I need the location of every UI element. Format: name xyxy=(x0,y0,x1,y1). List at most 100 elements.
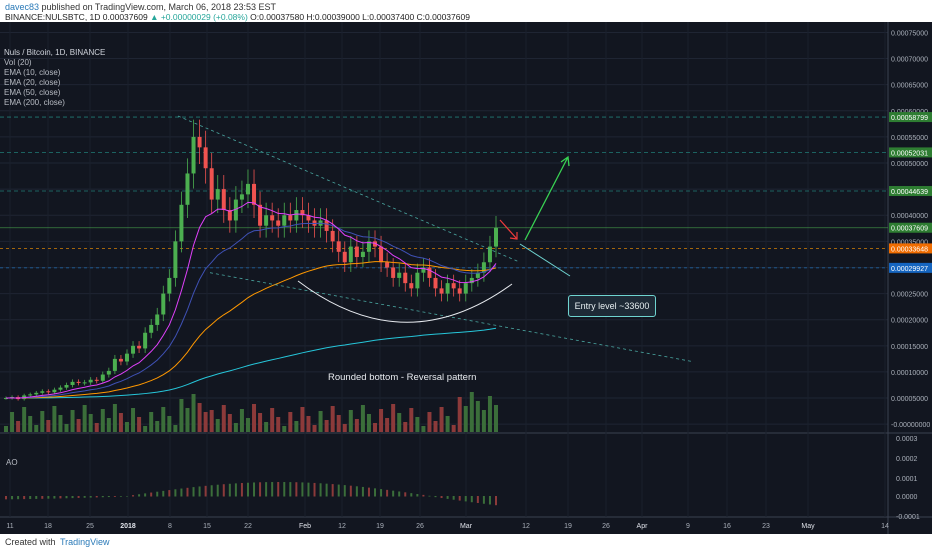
candle-body xyxy=(391,267,396,278)
ao-bar xyxy=(446,496,449,499)
candle-body xyxy=(397,272,402,278)
candle-body xyxy=(354,246,359,258)
legend-ema200[interactable]: EMA (200, close) xyxy=(4,98,65,107)
ao-bar xyxy=(228,483,231,497)
legend-ema10[interactable]: EMA (10, close) xyxy=(4,68,61,77)
legend-title: Nuls / Bitcoin, 1D, BINANCE xyxy=(4,48,106,57)
ao-bar xyxy=(29,496,32,500)
candle-body xyxy=(161,293,166,315)
candle-body xyxy=(137,345,142,349)
volume-bar xyxy=(137,417,142,432)
created-with: Created with xyxy=(5,537,56,547)
candle-body xyxy=(469,277,474,284)
ao-bar xyxy=(355,486,358,497)
tradingview-logo[interactable]: TradingView xyxy=(60,537,110,547)
ao-bar xyxy=(337,484,340,497)
ao-bar xyxy=(301,482,304,497)
volume-bar xyxy=(215,419,220,432)
volume-bar xyxy=(233,423,238,432)
candle-body xyxy=(487,246,492,263)
candle-body xyxy=(288,215,293,221)
ao-bar xyxy=(488,496,491,505)
price-axis-label: 0.00025000 xyxy=(891,292,928,299)
candle-body xyxy=(494,227,498,247)
ao-bar xyxy=(192,487,195,497)
ao-bar xyxy=(95,496,98,498)
author-link[interactable]: davec83 xyxy=(5,2,40,12)
legend-ema50[interactable]: EMA (50, close) xyxy=(4,88,61,97)
volume-bar xyxy=(427,412,432,432)
candle-body xyxy=(221,189,226,211)
candle-body xyxy=(173,241,178,278)
time-axis-label: Apr xyxy=(637,523,649,530)
price-axis-label: 0.00070000 xyxy=(891,57,928,64)
candle-body xyxy=(118,358,123,362)
volume-bar xyxy=(439,407,444,432)
ao-bar xyxy=(144,493,147,497)
volume-bar xyxy=(494,405,498,432)
ao-bar xyxy=(17,496,20,500)
volume-bar xyxy=(354,419,359,432)
volume-bar xyxy=(118,413,123,432)
volume-bar xyxy=(445,416,450,432)
price-axis-label: 0.00065000 xyxy=(891,83,928,90)
candle-body xyxy=(185,173,190,205)
ao-bar xyxy=(440,496,443,499)
ao-bar xyxy=(71,496,74,499)
candle-body xyxy=(106,370,111,375)
ao-bar xyxy=(168,490,171,497)
volume-bar xyxy=(185,408,190,432)
candle-body xyxy=(52,389,57,393)
symbol-info: BINANCE:NULSBTC, 1D 0.00037609 xyxy=(5,12,148,22)
rounded-bottom-label[interactable]: Rounded bottom - Reversal pattern xyxy=(328,372,477,383)
ao-bar xyxy=(234,483,237,497)
entry-level-callout[interactable]: Entry level ~33600 xyxy=(568,295,656,317)
volume-bar xyxy=(22,407,27,432)
volume-bar xyxy=(475,401,480,432)
ao-bar xyxy=(452,496,455,500)
price-axis-label: 0.00015000 xyxy=(891,344,928,351)
ao-bar xyxy=(464,496,467,502)
candle-body xyxy=(379,246,384,263)
candle-body xyxy=(227,210,232,221)
volume-bar xyxy=(487,396,492,432)
ao-bar xyxy=(53,496,56,499)
volume-bar xyxy=(179,399,184,432)
time-axis-label: 2018 xyxy=(120,523,136,530)
price-axis-label: 0.00005000 xyxy=(891,396,928,403)
volume-bar xyxy=(264,422,269,432)
volume-bar xyxy=(191,394,196,432)
volume-bar xyxy=(294,421,299,432)
ao-bar xyxy=(246,482,249,497)
candle-body xyxy=(179,204,184,242)
ao-bar xyxy=(283,482,286,497)
candle-body xyxy=(342,251,347,263)
volume-bar xyxy=(409,408,414,432)
candle-body xyxy=(270,215,275,221)
price-axis-label: 0.00055000 xyxy=(891,135,928,142)
ao-bar xyxy=(113,496,116,497)
candle-body xyxy=(463,283,468,294)
candle-body xyxy=(245,183,250,195)
volume-bar xyxy=(385,418,390,432)
ao-bar xyxy=(216,484,219,497)
ao-bar xyxy=(107,496,110,498)
candle-body xyxy=(439,288,444,294)
time-axis-label: 19 xyxy=(564,523,572,530)
volume-bar xyxy=(421,426,426,432)
time-axis-label: 14 xyxy=(881,523,889,530)
legend-vol[interactable]: Vol (20) xyxy=(4,58,32,67)
ao-bar xyxy=(83,496,86,498)
legend-ema20[interactable]: EMA (20, close) xyxy=(4,78,61,87)
ao-bar xyxy=(343,485,346,497)
price-tag xyxy=(889,262,932,273)
ao-bar xyxy=(349,485,352,497)
time-axis-label: 22 xyxy=(244,523,252,530)
candle-body xyxy=(209,168,214,200)
chart-area[interactable]: 0.000750000.000700000.000650000.00060000… xyxy=(0,22,932,534)
chart-canvas[interactable]: 0.000750000.000700000.000650000.00060000… xyxy=(0,22,932,534)
candle-body xyxy=(336,241,341,252)
volume-bar xyxy=(300,407,305,432)
time-axis-label: 12 xyxy=(522,523,530,530)
volume-bar xyxy=(88,414,93,432)
